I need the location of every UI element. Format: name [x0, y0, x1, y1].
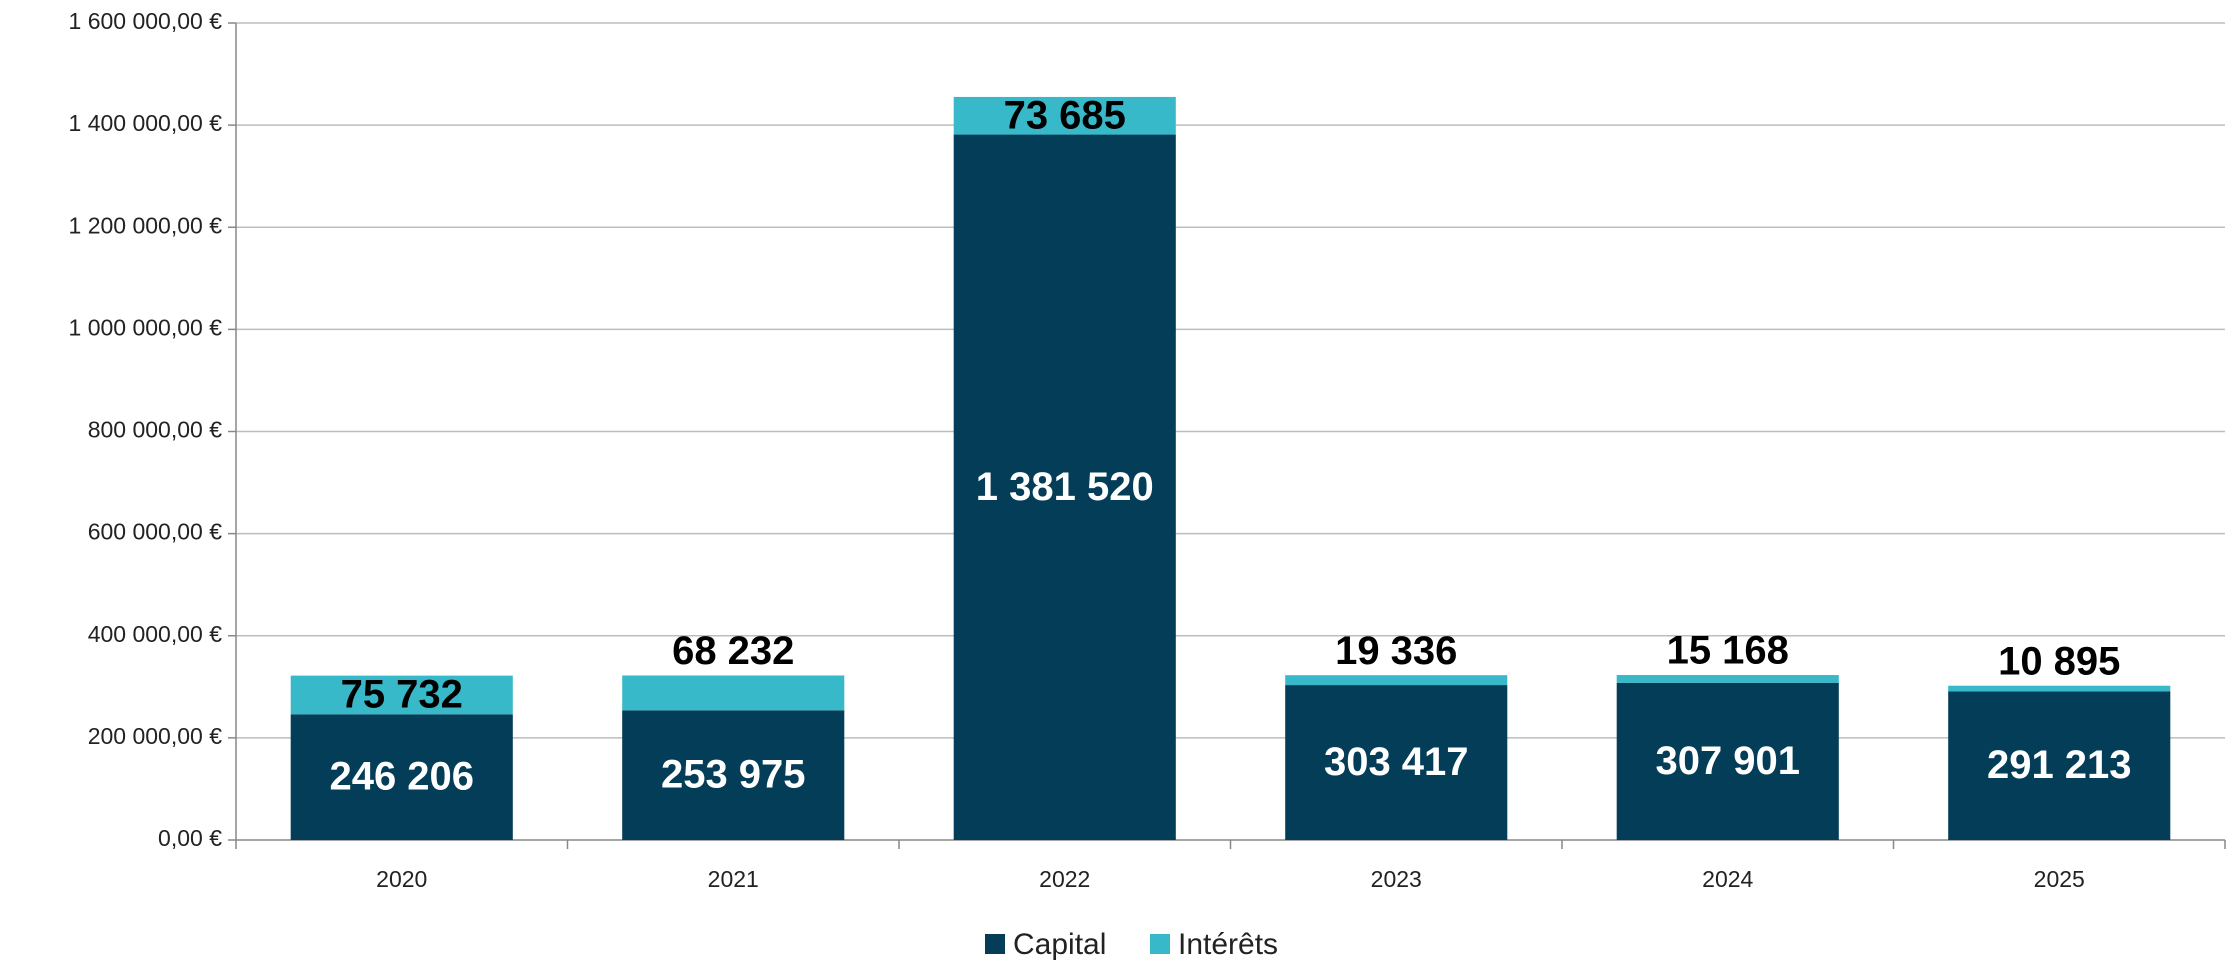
data-label: 246 206 — [329, 755, 474, 799]
data-label: 68 232 — [672, 629, 794, 673]
bar-segment — [1948, 691, 2171, 840]
data-label: 303 417 — [1324, 740, 1469, 784]
x-tick-label: 2025 — [2034, 866, 2085, 892]
bar-segment — [1285, 675, 1508, 686]
y-tick-label: 400 000,00 € — [88, 621, 223, 647]
x-tick-label: 2024 — [1702, 866, 1753, 892]
data-label: 19 336 — [1335, 629, 1457, 673]
y-tick-label: 1 200 000,00 € — [69, 212, 223, 238]
x-tick-label: 2021 — [708, 866, 759, 892]
data-label: 307 901 — [1655, 739, 1800, 783]
x-tick-label: 2022 — [1039, 866, 1090, 892]
bar-segment — [953, 96, 1176, 135]
y-tick-label: 200 000,00 € — [88, 723, 223, 749]
data-label: 253 975 — [661, 753, 806, 797]
x-tick-label: 2020 — [376, 866, 427, 892]
x-tick-label: 2023 — [1371, 866, 1422, 892]
y-tick-label: 600 000,00 € — [88, 519, 223, 545]
bar-segment — [1948, 685, 2171, 692]
data-label: 73 685 — [1004, 93, 1126, 137]
data-label: 10 895 — [1998, 639, 2120, 683]
bar-segment — [622, 710, 845, 840]
y-tick-label: 800 000,00 € — [88, 417, 223, 443]
legend-swatch — [985, 934, 1005, 954]
bar-segment — [1616, 675, 1839, 683]
legend-swatch — [1150, 934, 1170, 954]
bar-segment — [290, 675, 513, 715]
bar-segment — [1616, 682, 1839, 840]
y-tick-label: 1 000 000,00 € — [69, 314, 223, 340]
bar-segment — [953, 134, 1176, 841]
y-tick-label: 1 400 000,00 € — [69, 110, 223, 136]
data-label: 15 168 — [1667, 629, 1789, 673]
y-tick-label: 1 600 000,00 € — [69, 8, 223, 34]
bar-segment — [1285, 685, 1508, 840]
legend-label: Capital — [1013, 928, 1106, 961]
data-label: 291 213 — [1987, 743, 2132, 787]
y-tick-label: 0,00 € — [158, 825, 222, 851]
bar-segment — [290, 714, 513, 840]
data-label: 1 381 520 — [976, 465, 1154, 509]
legend-label: Intérêts — [1178, 928, 1278, 961]
bar-segment — [622, 675, 845, 711]
data-label: 75 732 — [341, 673, 463, 717]
